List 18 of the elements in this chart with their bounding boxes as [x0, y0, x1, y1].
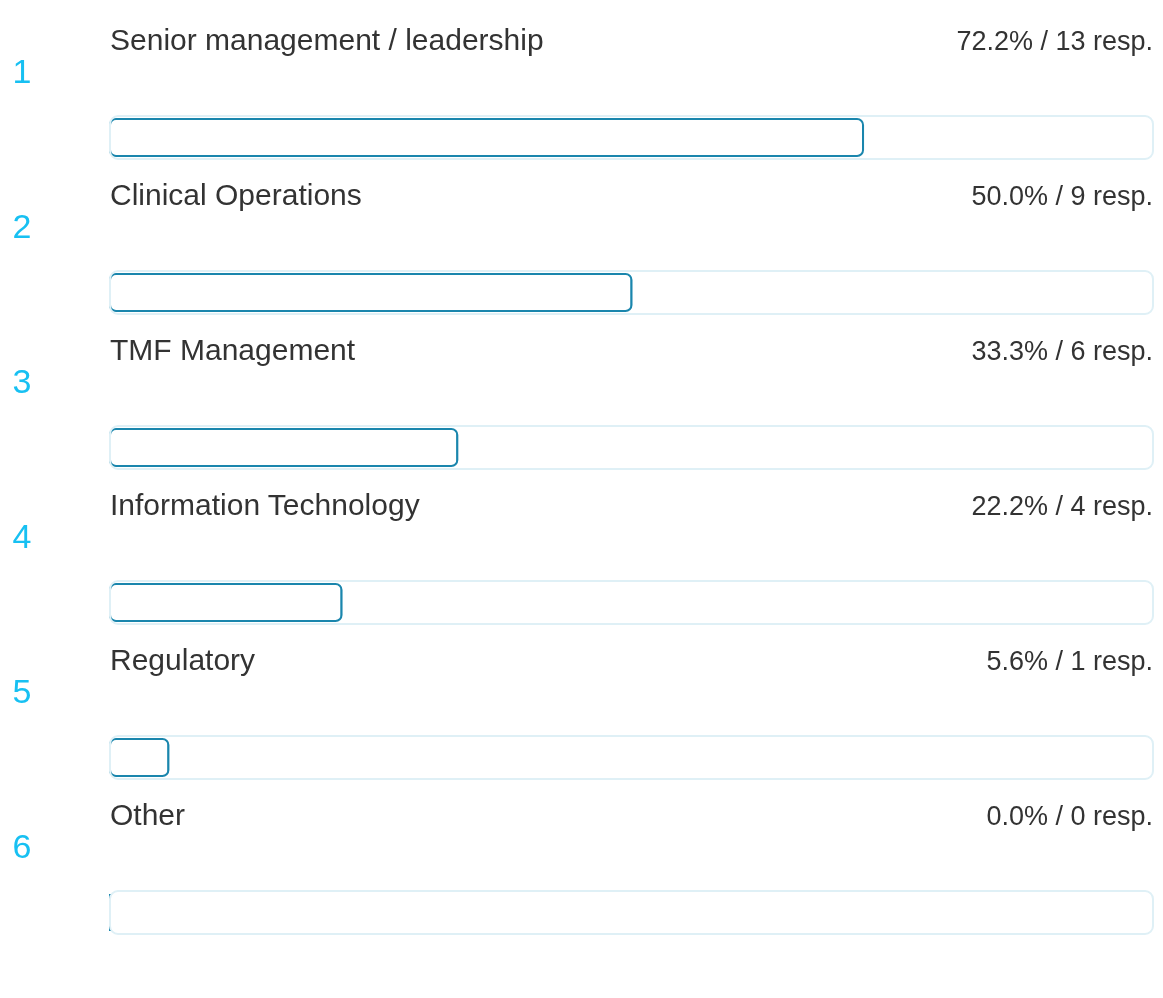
text: 2	[12, 206, 32, 245]
data-label: 50.0% / 9 resp.	[971, 180, 1153, 211]
text: 5	[12, 671, 32, 710]
data-label: 5.6% / 1 resp.	[986, 645, 1153, 676]
y-tick-label: Other	[110, 797, 186, 831]
text: 3	[12, 361, 32, 400]
y-tick-label: TMF Management	[110, 332, 356, 366]
y-tick-label: Clinical Operations	[110, 177, 362, 211]
y-tick-label: Information Technology	[110, 487, 420, 521]
data-label: 22.2% / 4 resp.	[971, 490, 1153, 521]
data-label: 0.0% / 0 resp.	[986, 800, 1153, 831]
text: 1	[12, 51, 32, 90]
text: 4	[12, 516, 32, 555]
data-label: 72.2% / 13 resp.	[956, 25, 1153, 56]
text: 6	[12, 826, 32, 865]
y-tick-label: Senior management / leadership	[110, 22, 544, 56]
data-label: 33.3% / 6 resp.	[971, 335, 1153, 366]
y-tick-label: Regulatory	[110, 642, 256, 676]
